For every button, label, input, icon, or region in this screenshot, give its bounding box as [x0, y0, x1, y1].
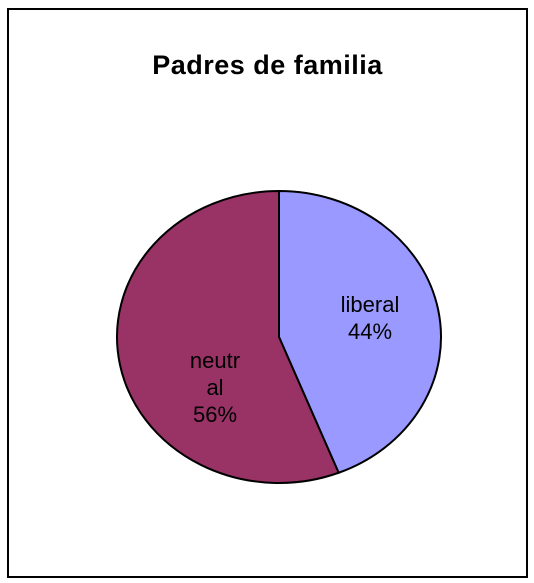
chart-title: Padres de familia [152, 50, 383, 80]
slice-percent-label: 44% [348, 319, 392, 344]
slice-percent-label: 56% [193, 402, 237, 427]
pie-slice-neutral [116, 189, 340, 484]
slice-category-label: neutr [190, 348, 240, 373]
pie-slice-liberal [278, 189, 442, 475]
slices-layer [116, 189, 442, 484]
slice-category-label: liberal [341, 292, 400, 317]
slice-category-label: al [206, 375, 223, 400]
